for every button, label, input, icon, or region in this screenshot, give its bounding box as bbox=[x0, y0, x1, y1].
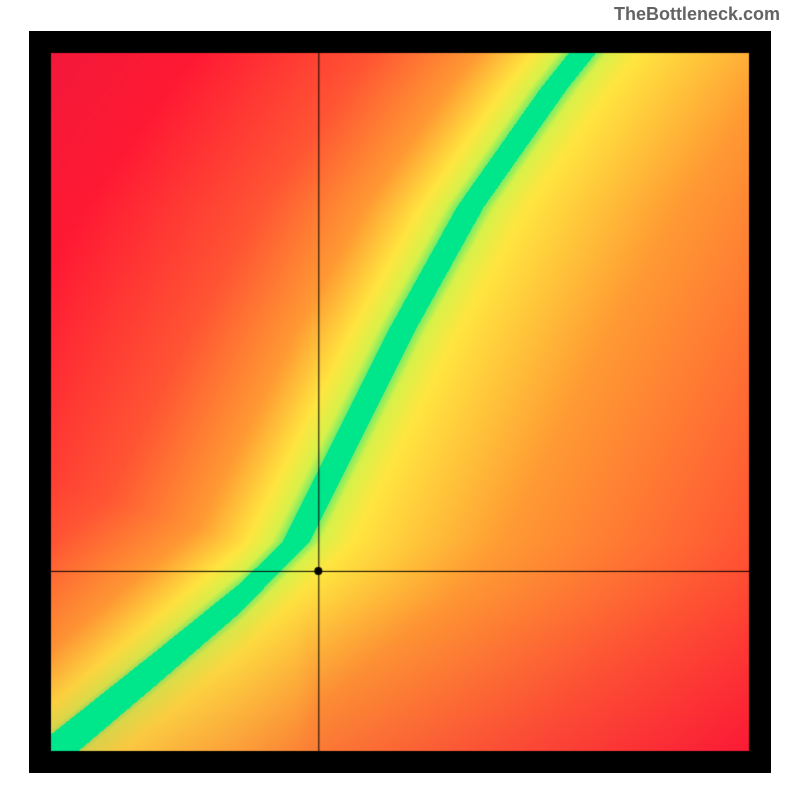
heatmap-canvas bbox=[29, 31, 771, 773]
chart-container: TheBottleneck.com bbox=[0, 0, 800, 800]
heatmap-plot bbox=[29, 31, 771, 773]
watermark-text: TheBottleneck.com bbox=[614, 4, 780, 25]
